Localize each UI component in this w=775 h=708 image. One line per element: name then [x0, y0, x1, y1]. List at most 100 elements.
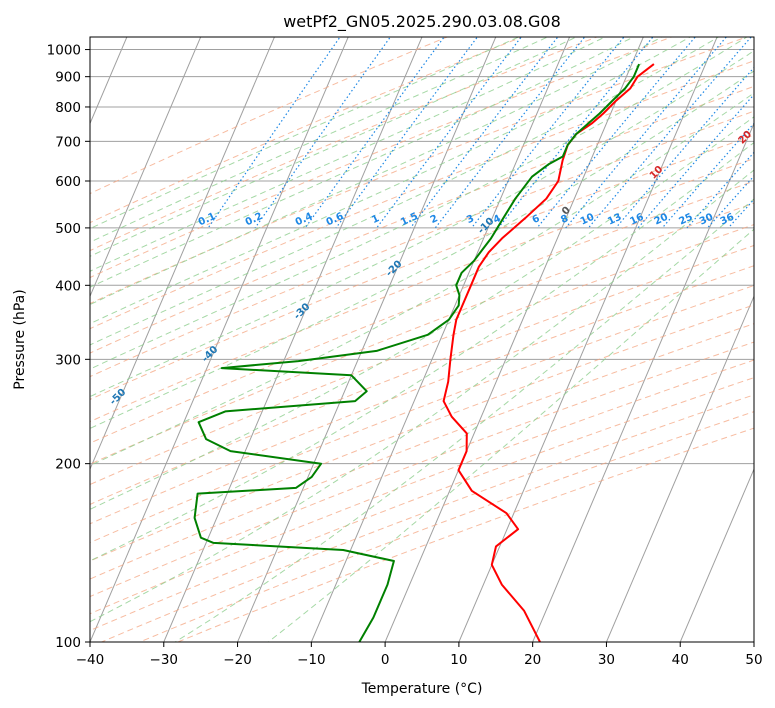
mixing-ratio-line	[410, 37, 559, 229]
plot-frame	[89, 36, 755, 643]
mixing-ratio-label: 1.5	[399, 211, 420, 228]
y-tick-label: 700	[55, 134, 81, 150]
isotherm-line	[237, 37, 497, 642]
dry-adiabat	[90, 180, 754, 444]
dry-adiabat	[90, 265, 754, 525]
y-tick-label: 400	[55, 278, 81, 294]
dry-adiabat	[90, 37, 674, 279]
background-lines	[90, 37, 754, 642]
isotherm-line	[384, 37, 644, 642]
dry-adiabat	[90, 323, 754, 580]
isotherm-line	[90, 37, 202, 298]
dry-adiabat	[90, 85, 754, 354]
isotherm-line	[532, 122, 754, 642]
mixing-ratio-label: 10	[579, 212, 596, 228]
moist-adiabat	[90, 37, 692, 325]
isotherm-line	[753, 640, 754, 642]
dry-adiabat	[90, 304, 754, 562]
mixing-ratio-label: 0.6	[325, 211, 346, 228]
mixing-ratio-label: 8	[559, 213, 570, 226]
isotherm-label: -50	[108, 387, 129, 408]
x-tick-label: −20	[223, 652, 252, 668]
y-tick-label: 200	[55, 457, 81, 473]
isotherm-line	[310, 37, 571, 642]
isotherm-label: -20	[384, 259, 405, 280]
moist-adiabat	[90, 37, 549, 243]
moist-adiabat	[90, 37, 720, 346]
moist-adiabat	[174, 198, 754, 642]
temperature-profile	[442, 63, 655, 642]
mixing-ratio-label: 25	[677, 212, 694, 228]
moist-adiabat	[90, 37, 635, 288]
x-axis-title: Temperature (°C)	[361, 681, 483, 697]
x-tick-label: 30	[598, 652, 615, 668]
moist-adiabat	[90, 37, 578, 257]
moist-adiabat	[90, 169, 754, 623]
x-tick-label: 10	[450, 652, 467, 668]
y-tick-label: 1000	[47, 43, 81, 59]
isotherm-label: -60	[16, 430, 37, 451]
mixing-ratio-line	[471, 37, 625, 229]
isotherm-line	[458, 37, 718, 642]
y-axis-title: Pressure (hPa)	[12, 289, 28, 389]
dry-adiabat	[138, 411, 754, 642]
dry-adiabat	[90, 284, 754, 544]
y-tick-label: 300	[55, 352, 81, 368]
isoline-labels: 0.10.20.40.611.52346810131620253036-100-…	[16, 129, 754, 451]
dry-adiabat	[90, 37, 524, 224]
chart-title: wetPf2_GN05.2025.290.03.08.G08	[283, 12, 561, 32]
mixing-ratio-line	[376, 37, 523, 229]
x-tick-label: −10	[297, 652, 326, 668]
x-tick-label: 40	[672, 652, 689, 668]
mixing-ratio-label: 4	[492, 213, 503, 226]
dry-adiabat	[90, 37, 449, 195]
x-axis: −40 −30 −20 −10 0 10 20 30 40 50	[76, 642, 763, 668]
x-tick-label: 50	[745, 652, 762, 668]
x-tick-label: 0	[381, 652, 390, 668]
y-tick-label: 500	[55, 221, 81, 237]
mixing-ratio-line	[497, 37, 654, 229]
isotherm-line	[605, 295, 754, 642]
isotherm-line	[679, 467, 754, 642]
moist-adiabat	[90, 50, 754, 398]
mixing-ratio-label: 36	[719, 212, 736, 228]
moist-adiabat	[90, 116, 754, 510]
x-tick-label: −40	[76, 652, 105, 668]
moist-adiabat	[90, 92, 754, 467]
plot-area: 0.10.20.40.611.52346810131620253036-100-…	[16, 37, 754, 642]
dry-adiabat	[90, 134, 754, 400]
y-tick-label: 100	[55, 635, 81, 651]
moist-adiabat	[90, 37, 607, 272]
y-tick-label: 800	[55, 100, 81, 116]
mixing-ratio-line	[434, 37, 586, 229]
mixing-ratio-label: 3	[465, 213, 476, 226]
dry-adiabat	[90, 157, 754, 423]
mixing-ratio-label: 2	[429, 213, 440, 226]
y-axis: 100 200 300 400 500 600 700 800 900 1000	[47, 43, 90, 651]
mixing-ratio-label: 1	[370, 213, 381, 226]
isotherm-label: 10	[648, 164, 666, 182]
mixing-ratio-label: 20	[653, 212, 670, 228]
isotherm-line	[90, 37, 349, 642]
mixing-ratio-label: 16	[628, 212, 645, 228]
mixing-ratio-line	[686, 151, 754, 229]
x-tick-label: 20	[524, 652, 541, 668]
dewpoint-profile	[193, 63, 641, 642]
moist-adiabat	[90, 70, 754, 429]
mixing-ratio-line	[254, 37, 392, 229]
dry-adiabat	[90, 202, 754, 465]
mixing-ratio-line	[588, 37, 752, 229]
mixing-ratio-label: 6	[531, 213, 542, 226]
x-tick-label: −30	[150, 652, 179, 668]
mixing-ratio-line	[661, 122, 754, 229]
mixing-ratio-label: 0.2	[244, 211, 265, 228]
dry-adiabat	[90, 110, 754, 378]
mixing-ratio-label: 30	[698, 212, 715, 228]
mixing-ratio-line	[707, 175, 754, 229]
moist-adiabat	[90, 37, 663, 306]
y-tick-label: 900	[55, 70, 81, 86]
moist-adiabat	[90, 37, 748, 370]
mixing-ratio-line	[615, 66, 754, 229]
dry-adiabat	[100, 394, 754, 642]
